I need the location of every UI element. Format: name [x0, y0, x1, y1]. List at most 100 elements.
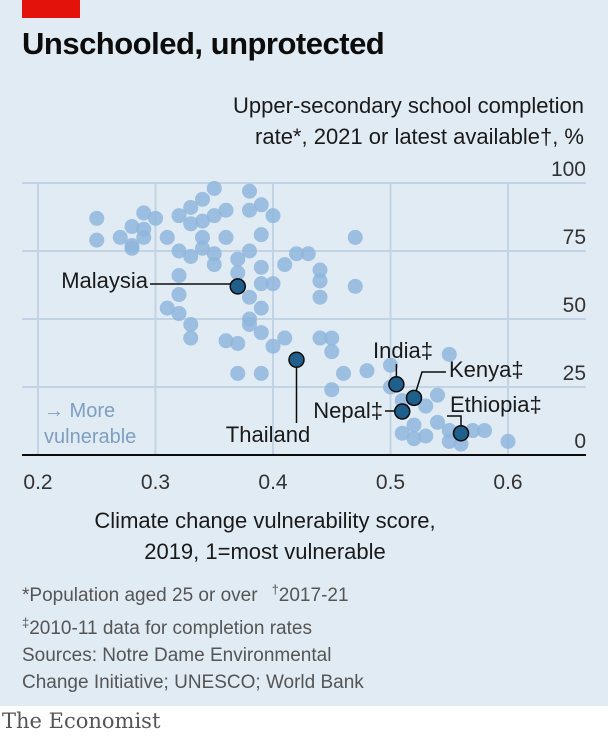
scatter-point — [253, 365, 269, 381]
scatter-point — [324, 330, 340, 346]
sources-line-1: Sources: Notre Dame Environmental — [22, 645, 332, 666]
point-label: Kenya‡ — [449, 357, 524, 382]
scatter-point — [477, 423, 492, 439]
scatter-point — [242, 243, 257, 259]
scatter-point — [230, 265, 246, 281]
point-label: Nepal‡ — [313, 398, 383, 423]
scatter-point — [124, 240, 140, 256]
x-tick-label: 0.2 — [23, 471, 52, 494]
scatter-point — [206, 180, 222, 196]
scatter-point — [89, 210, 105, 226]
y-tick-label: 50 — [563, 294, 586, 317]
scatter-point — [171, 306, 187, 322]
y-axis-title-line-1: Upper-secondary school completion — [233, 93, 584, 118]
scatter-point — [183, 248, 199, 264]
scatter-point — [265, 338, 281, 354]
y-axis-title: Upper-secondary school completion rate*,… — [164, 90, 584, 152]
footnotes: *Population aged 25 or over †2017-21 ‡201… — [22, 576, 364, 696]
x-axis-title-line-2: 2019, 1=most vulnerable — [144, 539, 386, 564]
y-axis-title-line-2: rate*, 2021 or latest available†, % — [255, 124, 584, 149]
scatter-point — [136, 205, 152, 221]
scatter-point — [441, 346, 457, 362]
scatter-point — [253, 300, 269, 316]
scatter-point — [206, 257, 222, 273]
scatter-point — [171, 208, 187, 224]
scatter-point — [312, 262, 328, 278]
scatter-point — [312, 289, 328, 305]
x-tick-label: 0.4 — [258, 471, 288, 494]
scatter-point — [324, 382, 340, 398]
scatter-point — [300, 246, 316, 262]
highlighted-point — [452, 424, 470, 442]
x-axis-title-line-1: Climate change vulnerability score, — [94, 508, 436, 533]
chart-panel — [0, 0, 608, 706]
leader-line — [413, 371, 446, 399]
scatter-point — [336, 365, 351, 381]
scatter-point — [265, 208, 281, 224]
scatter-point — [218, 229, 234, 245]
scatter-point — [418, 398, 434, 414]
footnote-2: ‡2010-11 data for completion rates — [22, 609, 364, 642]
scatter-point — [253, 197, 269, 213]
scatter-point — [277, 257, 293, 273]
dagger-mark: † — [271, 582, 279, 597]
scatter-point — [406, 431, 422, 447]
y-tick-label: 100 — [551, 158, 586, 181]
scatter-point — [171, 243, 187, 259]
scatter-point — [441, 433, 457, 449]
scatter-point — [112, 229, 128, 245]
x-tick-label: 0.3 — [141, 471, 170, 494]
scatter-point — [383, 357, 398, 373]
scatter-point — [171, 267, 187, 283]
scatter-point — [242, 316, 257, 332]
point-label: Thailand — [226, 422, 310, 447]
scatter-point — [218, 202, 234, 218]
scatter-point — [406, 417, 422, 433]
y-tick-label: 0 — [574, 430, 586, 453]
scatter-point — [218, 333, 234, 349]
point-label: Ethiopia‡ — [450, 392, 542, 417]
highlighted-point — [229, 278, 246, 295]
scatter-point — [136, 221, 152, 237]
scatter-point — [183, 330, 199, 346]
scatter-point — [289, 246, 304, 262]
scatter-point — [500, 433, 516, 449]
scatter-point — [159, 229, 175, 245]
scatter-point — [195, 240, 210, 256]
scatter-point — [206, 208, 222, 224]
scatter-point — [347, 278, 363, 294]
y-tick-label: 25 — [563, 362, 586, 385]
economist-red-bar — [22, 0, 80, 18]
scatter-plot: 0 25 50 75 100 0.2 0.3 0.4 0.5 0.6 Malaysia Thailan… — [22, 158, 586, 494]
sources-line-2: Change Initiative; UNESCO; World Bank — [22, 672, 364, 693]
scatter-point — [183, 199, 199, 215]
scatter-point — [359, 363, 375, 379]
more-vulnerable-annotation: → More — [44, 400, 115, 422]
scatter-point — [277, 330, 293, 346]
scatter-point — [312, 330, 328, 346]
footnote-years: 2017-21 — [278, 585, 349, 606]
scatter-point — [312, 273, 328, 289]
scatter-point — [89, 232, 105, 248]
footnote-1: *Population aged 25 or over †2017-21 — [22, 576, 364, 609]
y-tick-label: 75 — [563, 226, 586, 249]
scatter-point — [124, 219, 140, 235]
scatter-point — [253, 259, 269, 275]
footnote-data-years: 2010-11 data for completion rates — [29, 618, 312, 639]
scatter-point — [394, 425, 410, 441]
chart-title: Unschooled, unprotected — [22, 26, 385, 61]
scatter-point — [230, 251, 246, 267]
scatter-point — [195, 191, 210, 207]
scatter-point — [242, 183, 257, 199]
scatter-point — [183, 316, 199, 332]
scatter-point — [195, 213, 210, 229]
point-label: Malaysia — [61, 268, 149, 293]
scatter-point — [206, 246, 222, 262]
scatter-point — [183, 216, 199, 232]
double-dagger-mark: ‡ — [22, 615, 30, 630]
scatter-point — [230, 365, 246, 381]
scatter-point — [418, 428, 434, 444]
scatter-point — [171, 287, 187, 303]
scatter-point — [430, 414, 445, 430]
economist-wordmark: The Economist — [2, 709, 161, 733]
